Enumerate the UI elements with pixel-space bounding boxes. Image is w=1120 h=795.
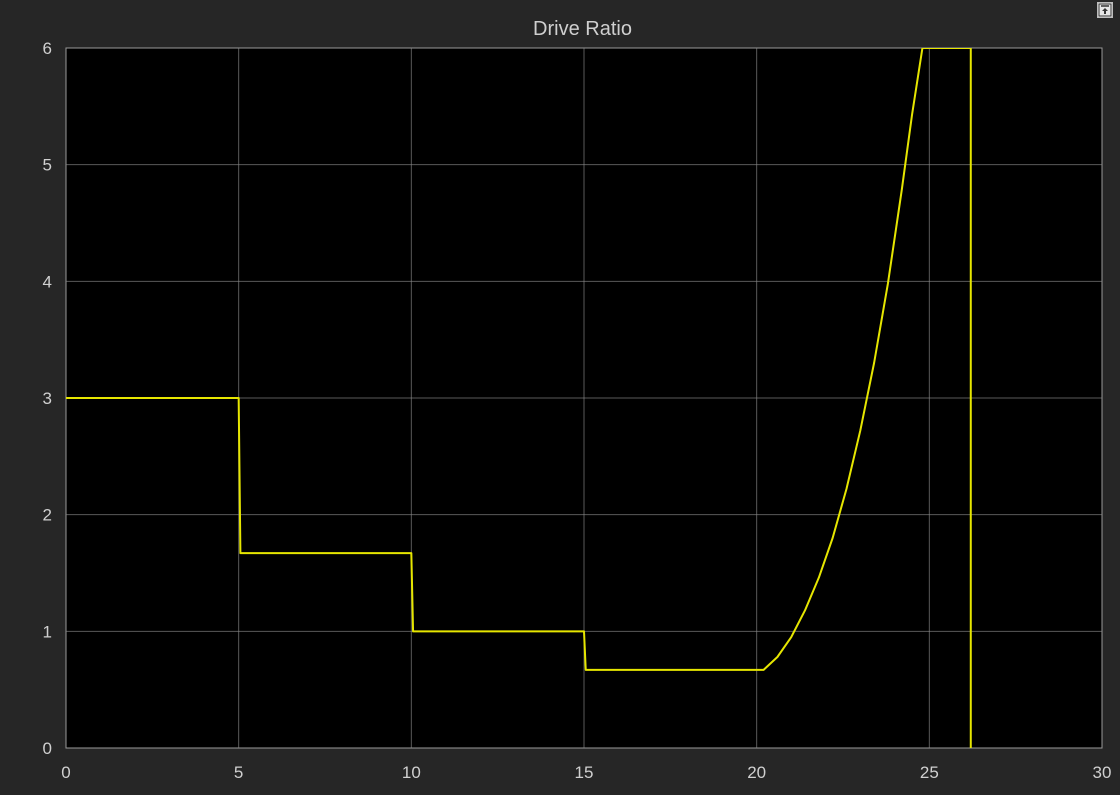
y-tick-label: 4	[43, 272, 52, 291]
series	[66, 48, 972, 748]
y-tick-label: 6	[43, 39, 52, 58]
undock-button[interactable]	[1097, 2, 1113, 18]
x-tick-label: 5	[234, 763, 243, 782]
y-tick-labels: 0 1 2 3 4 5 6	[43, 39, 52, 758]
y-tick-label: 2	[43, 506, 52, 525]
x-tick-label: 20	[747, 763, 766, 782]
chart-title: Drive Ratio	[533, 18, 632, 40]
y-tick-label: 0	[43, 739, 52, 758]
y-tick-label: 3	[43, 389, 52, 408]
x-tick-label: 10	[402, 763, 421, 782]
undock-icon	[1098, 3, 1112, 17]
x-tick-label: 15	[575, 763, 594, 782]
y-tick-label: 1	[43, 622, 52, 641]
y-tick-label: 5	[43, 156, 52, 175]
x-tick-label: 30	[1093, 763, 1112, 782]
x-tick-label: 25	[920, 763, 939, 782]
x-tick-label: 0	[61, 763, 70, 782]
series-line-0	[66, 48, 972, 748]
x-tick-labels: 0 5 10 15 20 25 30	[61, 763, 1111, 782]
